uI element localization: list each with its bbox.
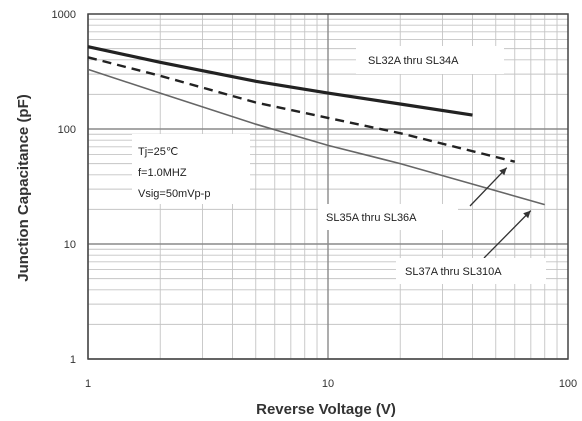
arrow-series-3-head: [523, 210, 531, 219]
y-axis-label: Junction Capacitance (pF): [15, 94, 32, 282]
series-line-1: [87, 45, 473, 117]
series-layer: [87, 45, 545, 206]
annotation-arrows: [469, 167, 532, 259]
y-tick-label: 10: [64, 239, 76, 251]
plot-frame: [87, 13, 569, 360]
condition-frequency: f=1.0MHZ: [138, 167, 187, 179]
x-tick-labels: 1 10 100: [85, 378, 577, 390]
condition-signal: Vsig=50mVp-p: [138, 188, 210, 200]
y-tick-label: 1: [70, 354, 76, 366]
arrow-series-3: [483, 210, 532, 259]
label-box-series-3: [396, 258, 546, 284]
label-series-1: SL32A thru SL34A: [368, 55, 459, 67]
label-box-series-1: [356, 46, 504, 74]
x-tick-label: 100: [559, 378, 577, 390]
label-series-2: SL35A thru SL36A: [326, 212, 417, 224]
x-axis-label: Reverse Voltage (V): [256, 401, 396, 418]
arrow-series-2: [469, 167, 508, 207]
y-tick-label: 1000: [52, 9, 76, 21]
x-tick-label: 1: [85, 378, 91, 390]
series-line-3: [87, 68, 545, 206]
x-tick-label: 10: [322, 378, 334, 390]
y-tick-labels: 1 10 100 1000: [52, 9, 76, 366]
label-box-series-2: [318, 204, 458, 230]
label-series-3: SL37A thru SL310A: [405, 266, 502, 278]
conditions-box: [132, 134, 250, 204]
y-tick-label: 100: [58, 124, 76, 136]
condition-temperature: Tj=25℃: [138, 146, 178, 158]
series-line-2: [87, 56, 516, 163]
arrow-series-2-head: [499, 167, 507, 176]
